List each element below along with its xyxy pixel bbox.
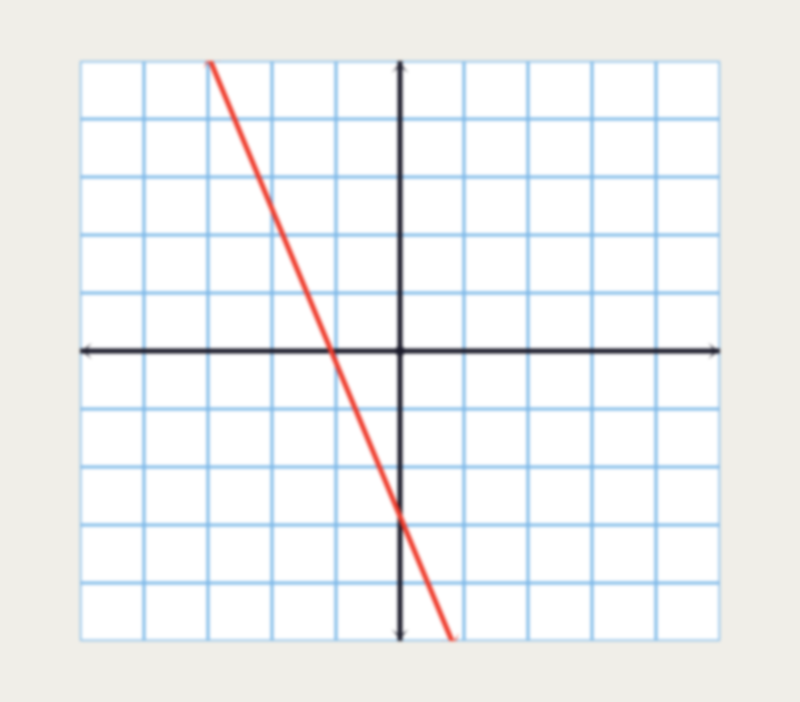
- coordinate-graph: [80, 61, 720, 641]
- graph-svg: [80, 61, 720, 641]
